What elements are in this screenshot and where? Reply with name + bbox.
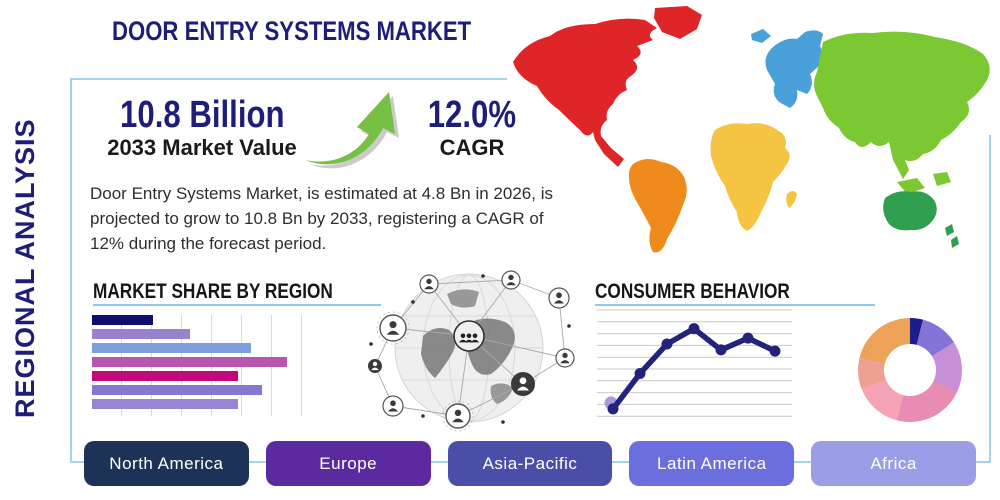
region-button-label: Asia-Pacific — [482, 453, 578, 473]
market-share-bar-chart — [92, 315, 304, 416]
market-value-stat: 10.8 Billion 2033 Market Value — [92, 96, 312, 160]
region-button-label: Latin America — [657, 453, 767, 473]
region-button-europe[interactable]: Europe — [265, 441, 431, 486]
world-map — [513, 6, 990, 253]
growth-arrow-icon — [305, 92, 399, 169]
map-australia — [883, 191, 959, 248]
bar-segment — [92, 357, 288, 367]
map-africa — [710, 123, 797, 231]
cagr-stat: 12.0% CAGR — [412, 96, 532, 160]
market-share-underline — [93, 304, 381, 306]
map-europe — [751, 29, 823, 108]
map-asia — [814, 31, 990, 194]
map-greenland — [654, 6, 702, 39]
bar-segment — [92, 385, 262, 395]
frame-top — [70, 78, 507, 80]
region-button-asia-pacific[interactable]: Asia-Pacific — [447, 441, 613, 486]
market-value-caption: 2033 Market Value — [107, 135, 297, 160]
page-title: DOOR ENTRY SYSTEMS MARKET — [112, 16, 472, 46]
region-button-north-america[interactable]: North America — [84, 441, 249, 486]
region-button-label: North America — [109, 453, 224, 473]
network-globe-illustration — [368, 270, 575, 432]
side-label-regional-analysis: REGIONAL ANALYSIS — [10, 118, 40, 418]
consumer-behavior-heading: CONSUMER BEHAVIOR — [595, 280, 790, 303]
consumer-line-chart — [597, 309, 792, 417]
bar-segment — [92, 343, 251, 353]
region-button-latin-america[interactable]: Latin America — [629, 441, 795, 486]
market-share-heading: MARKET SHARE BY REGION — [93, 280, 333, 303]
region-button-africa[interactable]: Africa — [811, 441, 976, 486]
bar-segment — [92, 329, 190, 339]
cagr-caption: CAGR — [439, 135, 505, 160]
region-button-label: Europe — [319, 453, 378, 473]
frame-left — [70, 78, 72, 463]
map-south-america — [628, 158, 687, 253]
region-donut-chart — [858, 318, 962, 422]
consumer-behavior-underline — [595, 304, 875, 306]
market-value-number: 10.8 Billion — [119, 94, 285, 136]
bar-segment — [92, 371, 239, 381]
map-north-america — [513, 18, 657, 167]
bar-segment — [92, 399, 239, 409]
region-buttons-row: North America Europe Asia-Pacific Latin … — [84, 441, 976, 486]
frame-right — [989, 135, 991, 463]
region-button-label: Africa — [870, 453, 917, 473]
market-description: Door Entry Systems Market, is estimated … — [90, 184, 553, 253]
bar-segment — [92, 315, 154, 325]
cagr-number: 12.0% — [427, 94, 517, 136]
